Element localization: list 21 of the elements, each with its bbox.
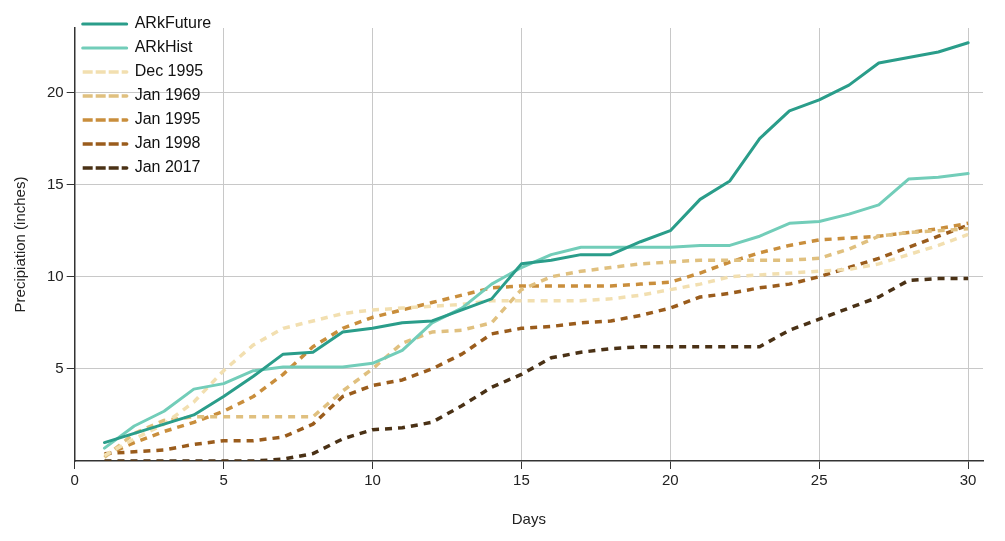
- x-tick-label: 0: [70, 471, 79, 489]
- line-series: [102, 276, 970, 461]
- legend-label: Jan 2017: [134, 158, 201, 176]
- legend-label: Dec 1995: [134, 62, 204, 80]
- x-tick-label: 10: [364, 471, 381, 489]
- y-tick-label: 5: [55, 359, 64, 377]
- legend-label: Jan 1995: [134, 110, 201, 128]
- x-tick-label: 30: [959, 471, 977, 489]
- legend-label: ARkHist: [134, 38, 194, 56]
- x-tick-label: 15: [513, 471, 530, 489]
- y-tick-label: 20: [47, 82, 64, 100]
- y-tick-label: 15: [47, 174, 64, 192]
- y-axis-title: Precipiation (inches): [11, 176, 29, 313]
- x-tick-label: 25: [810, 471, 828, 489]
- y-tick-label: 10: [47, 266, 64, 284]
- x-tick-label: 20: [661, 471, 679, 489]
- legend-label: ARkFuture: [134, 14, 212, 32]
- x-axis-title: Days: [511, 510, 546, 528]
- x-tick-label: 5: [219, 471, 228, 489]
- legend-label: Jan 1998: [134, 134, 201, 152]
- legend-label: Jan 1969: [134, 86, 201, 104]
